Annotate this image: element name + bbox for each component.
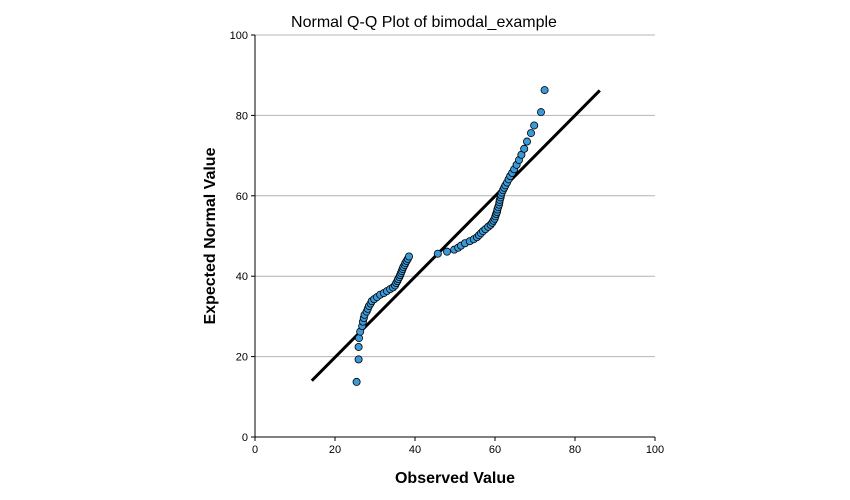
x-tick-label: 20	[329, 444, 341, 456]
data-point	[527, 129, 536, 138]
data-point	[540, 86, 549, 95]
y-tick-label: 20	[236, 352, 248, 364]
y-axis-label: Expected Normal Value	[202, 147, 219, 324]
reference-line-group	[310, 89, 601, 382]
x-tick-label: 100	[646, 444, 664, 456]
data-point	[537, 108, 546, 117]
chart-title: Normal Q-Q Plot of bimodal_example	[291, 14, 557, 31]
y-tick-label: 0	[242, 432, 248, 444]
tick-labels: 0 20 40 60 80 100 0 20 40 60 80 100	[230, 30, 665, 456]
data-points	[352, 86, 549, 386]
data-point	[523, 137, 532, 146]
y-tick-label: 60	[236, 191, 248, 203]
x-tick-label: 40	[409, 444, 421, 456]
y-tick-label: 100	[230, 30, 248, 42]
grid-lines	[255, 34, 655, 358]
data-point	[442, 247, 451, 256]
x-axis-label: Observed Value	[395, 470, 515, 487]
y-tick-label: 80	[236, 110, 248, 122]
data-point	[354, 355, 363, 364]
axes	[251, 34, 656, 441]
data-point	[520, 144, 529, 153]
data-point	[433, 249, 442, 258]
data-point	[530, 121, 539, 130]
data-point	[404, 252, 413, 261]
reference-line	[310, 89, 601, 382]
y-tick-label: 40	[236, 271, 248, 283]
data-point	[352, 377, 361, 386]
data-point	[354, 334, 363, 343]
data-point	[354, 342, 363, 351]
x-tick-label: 0	[252, 444, 258, 456]
x-tick-label: 80	[569, 444, 581, 456]
x-tick-label: 60	[489, 444, 501, 456]
